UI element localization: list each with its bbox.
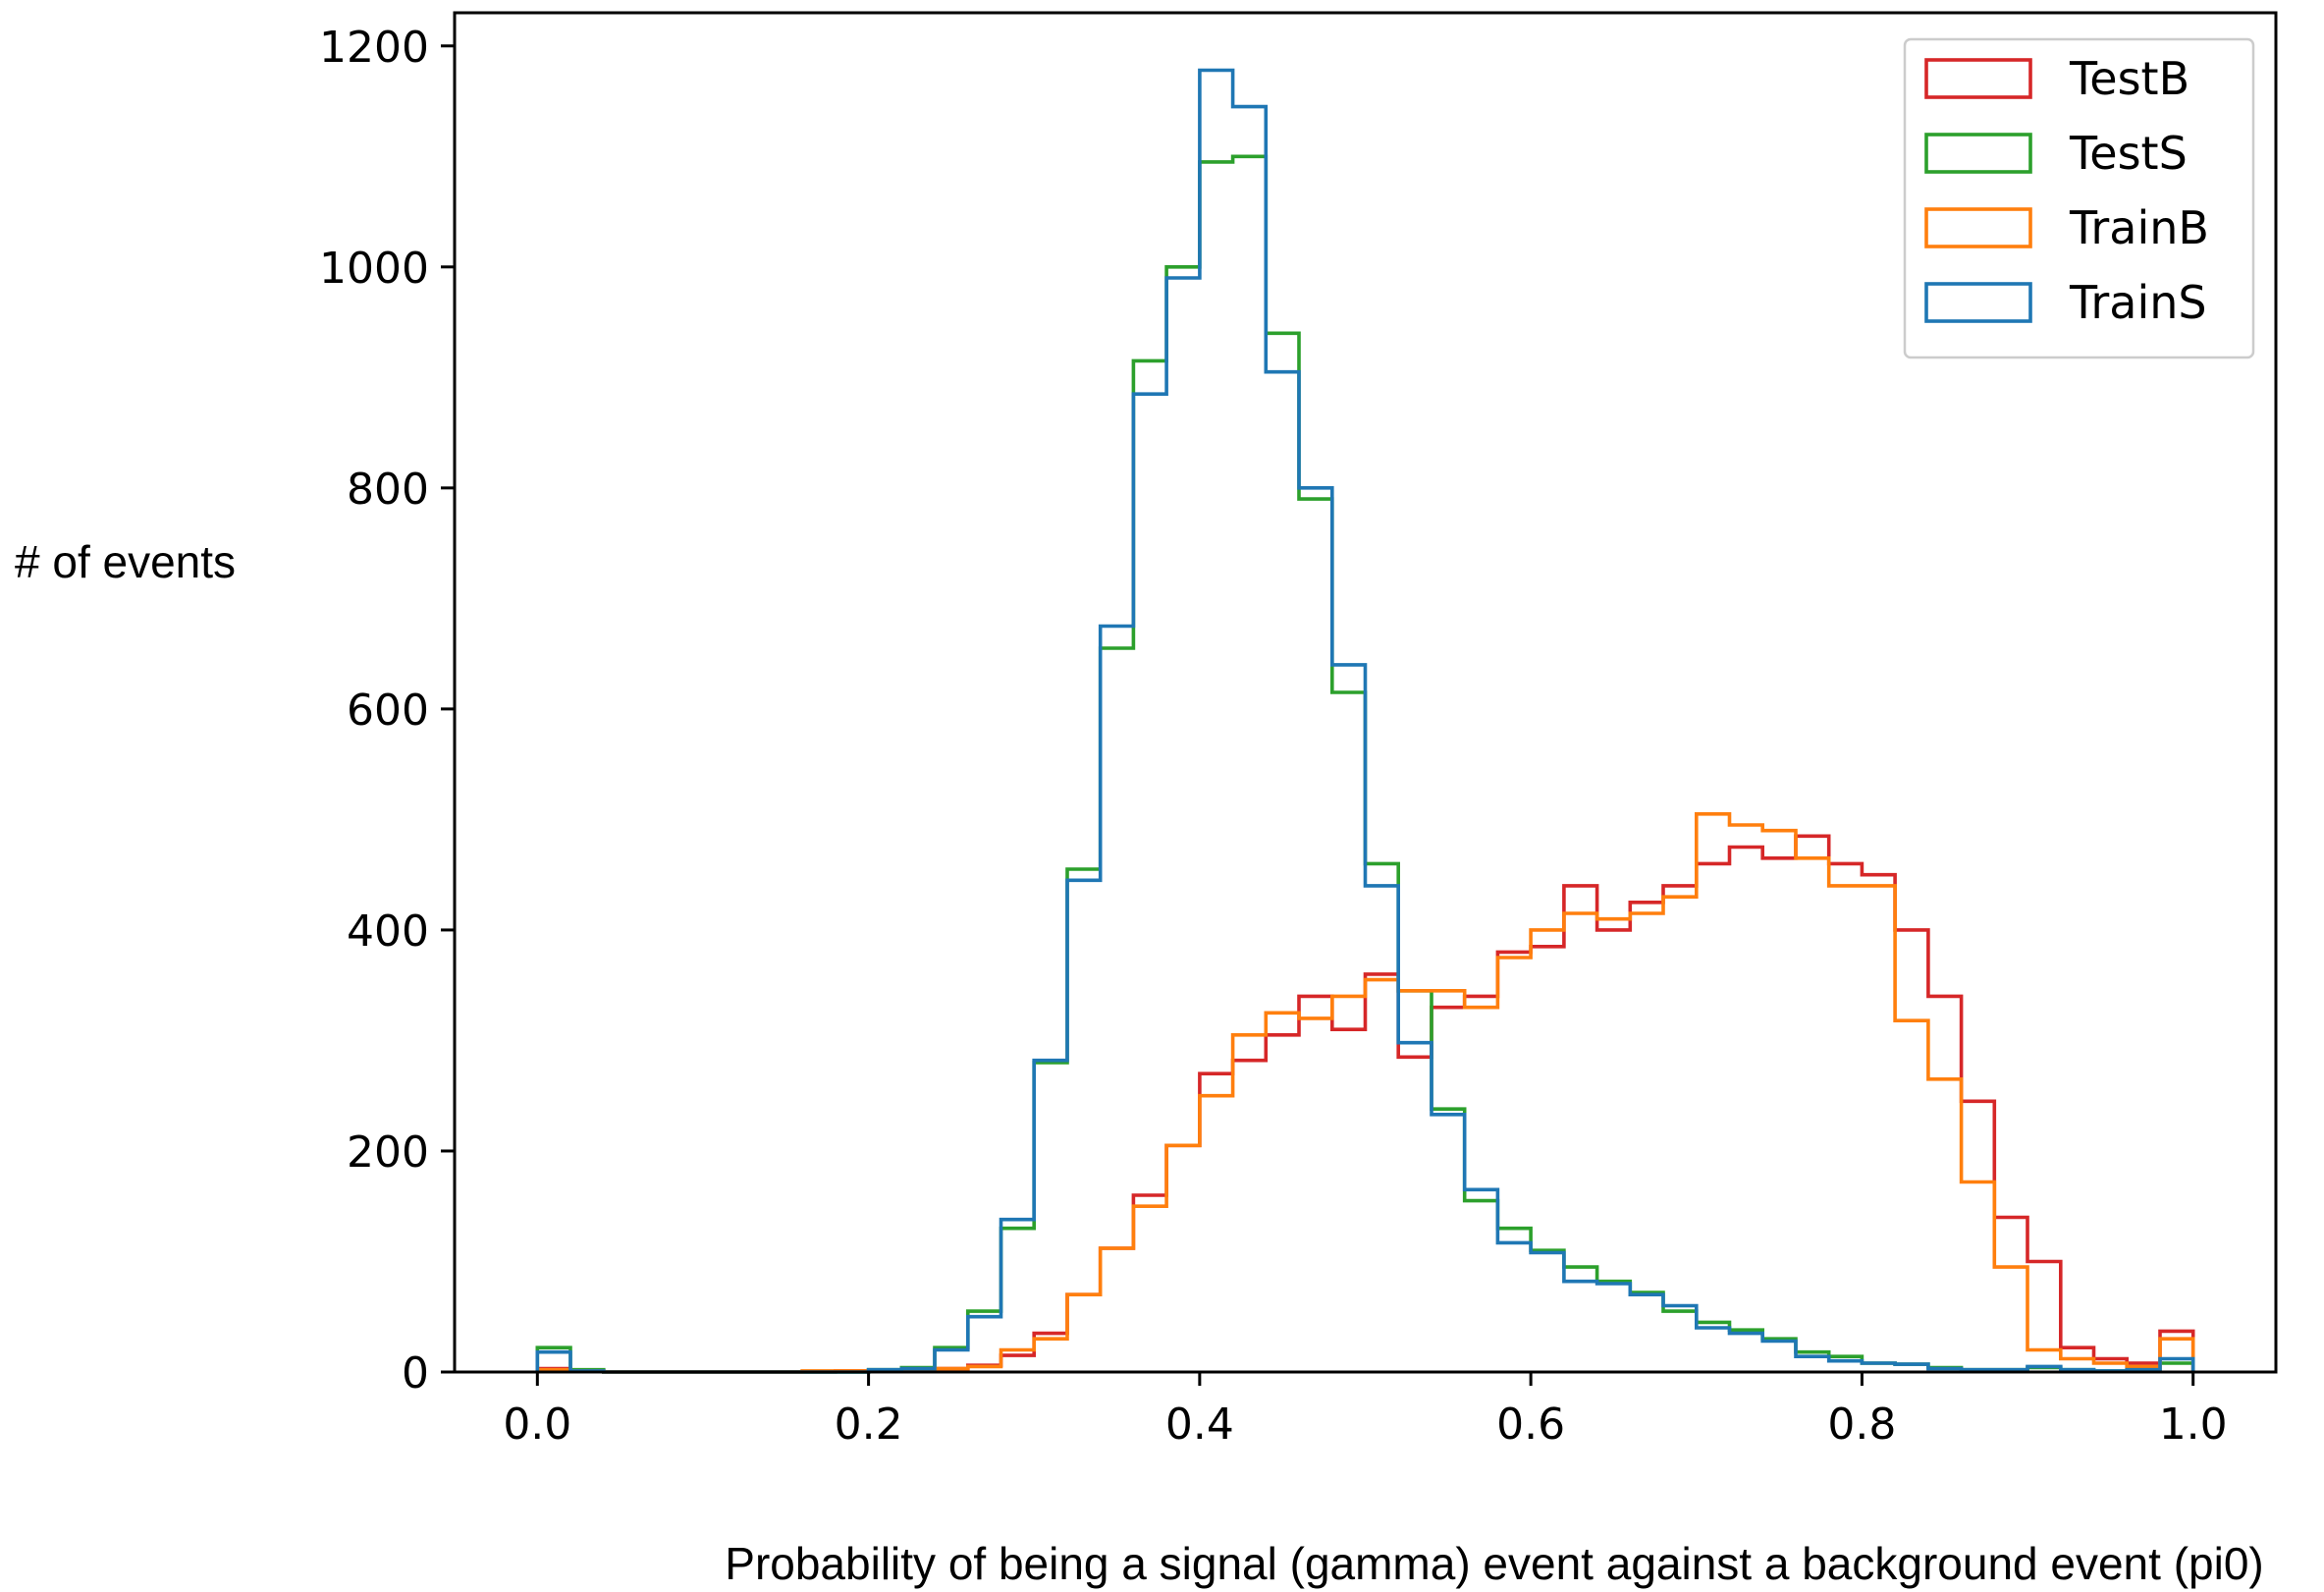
legend-frame	[1903, 37, 2255, 359]
legend: TestB TestS TrainB TrainS	[1903, 37, 2255, 359]
x-tick-label: 0.8	[1827, 1400, 1896, 1450]
x-axis-label: Probability of being a signal (gamma) ev…	[725, 1538, 2263, 1589]
legend-swatch-testb	[1924, 58, 2032, 99]
plot-frame	[453, 11, 2278, 1374]
legend-swatch-trains	[1924, 282, 2032, 323]
y-axis-label: # of events	[15, 536, 236, 587]
x-tick-label: 0.0	[503, 1400, 571, 1450]
x-tick-label: 0.4	[1165, 1400, 1234, 1450]
y-tick-label: 600	[347, 686, 429, 736]
legend-swatch-tests	[1924, 133, 2032, 174]
axes-layer: 0.0 0.2 0.4 0.6 0.8 1.0 0 200 400 600 800 1000 1200	[319, 11, 2278, 1450]
y-tick-label: 0	[402, 1348, 429, 1399]
y-tick-label: 200	[347, 1127, 429, 1178]
y-tick-label: 800	[347, 465, 429, 515]
y-tick-label: 1000	[319, 244, 429, 294]
legend-swatch-trainb	[1924, 207, 2032, 248]
x-tick-label: 0.6	[1496, 1400, 1565, 1450]
legend-label-trains: TrainS	[2069, 276, 2207, 329]
x-tick-label: 1.0	[2159, 1400, 2228, 1450]
legend-label-tests: TestS	[2069, 127, 2188, 180]
y-tick-label: 400	[347, 906, 429, 957]
series-trains-step	[535, 68, 2195, 1374]
legend-label-testb: TestB	[2069, 52, 2189, 105]
x-tick-label: 0.2	[835, 1400, 903, 1450]
legend-label-trainb: TrainB	[2069, 201, 2209, 254]
y-tick-label: 1200	[319, 23, 429, 73]
